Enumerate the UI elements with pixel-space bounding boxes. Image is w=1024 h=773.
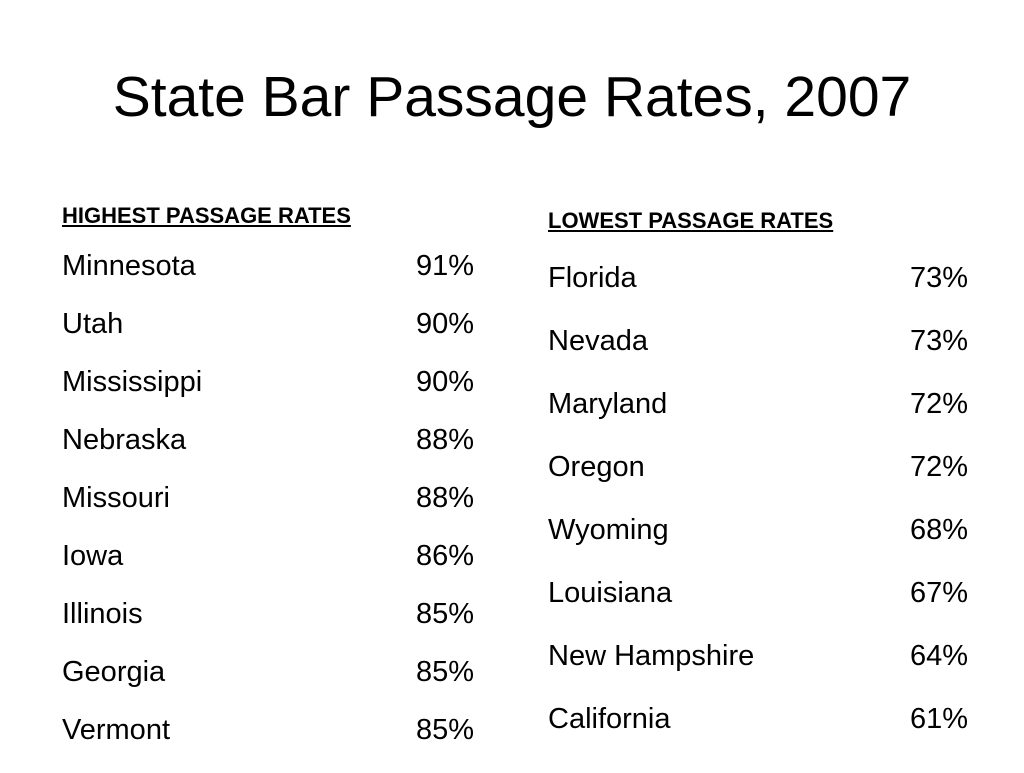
- state-name: Minnesota: [62, 250, 196, 282]
- highest-rates-heading: HIGHEST PASSAGE RATES: [62, 203, 351, 228]
- passage-rate: 85%: [415, 598, 474, 630]
- state-name: Illinois: [62, 598, 143, 630]
- passage-rate: 88%: [415, 482, 474, 514]
- passage-rate: 86%: [415, 540, 474, 572]
- list-item: Maryland 72%: [548, 389, 968, 452]
- lowest-rates-column: LOWEST PASSAGE RATES Florida 73% Nevada …: [548, 206, 968, 767]
- list-item: Minnesota 91%: [62, 251, 474, 309]
- highest-rates-list: Minnesota 91% Utah 90% Mississippi 90% N…: [62, 251, 474, 773]
- state-name: Missouri: [62, 482, 170, 514]
- passage-rate: 64%: [909, 640, 968, 672]
- passage-rate: 85%: [415, 656, 474, 688]
- passage-rate: 88%: [415, 424, 474, 456]
- state-name: Florida: [548, 262, 637, 294]
- passage-rate: 90%: [415, 366, 474, 398]
- state-name: Wyoming: [548, 514, 669, 546]
- passage-rate: 68%: [909, 514, 968, 546]
- state-name: Oregon: [548, 451, 645, 483]
- passage-rate: 73%: [909, 325, 968, 357]
- state-name: Maryland: [548, 388, 668, 420]
- passage-rate: 61%: [909, 703, 968, 735]
- passage-rate: 72%: [909, 388, 968, 420]
- list-item: Illinois 85%: [62, 599, 474, 657]
- list-item: Missouri 88%: [62, 483, 474, 541]
- list-item: Iowa 86%: [62, 541, 474, 599]
- list-item: Vermont 85%: [62, 715, 474, 773]
- list-item: Utah 90%: [62, 309, 474, 367]
- passage-rate: 85%: [415, 714, 474, 746]
- state-name: Vermont: [62, 714, 170, 746]
- highest-rates-column: HIGHEST PASSAGE RATES Minnesota 91% Utah…: [62, 201, 474, 773]
- list-item: Florida 73%: [548, 263, 968, 326]
- state-name: Louisiana: [548, 577, 673, 609]
- state-name: Georgia: [62, 656, 166, 688]
- state-name: Nevada: [548, 325, 648, 357]
- state-name: Nebraska: [62, 424, 187, 456]
- slide-title: State Bar Passage Rates, 2007: [112, 65, 912, 129]
- list-item: New Hampshire 64%: [548, 641, 968, 704]
- list-item: Wyoming 68%: [548, 515, 968, 578]
- list-item: Georgia 85%: [62, 657, 474, 715]
- passage-rate: 67%: [909, 577, 968, 609]
- state-name: Mississippi: [62, 366, 203, 398]
- list-item: Mississippi 90%: [62, 367, 474, 425]
- passage-rate: 90%: [415, 308, 474, 340]
- list-item: Nevada 73%: [548, 326, 968, 389]
- list-item: California 61%: [548, 704, 968, 767]
- lowest-rates-list: Florida 73% Nevada 73% Maryland 72% Oreg…: [548, 263, 968, 767]
- state-name: New Hampshire: [548, 640, 755, 672]
- lowest-rates-heading: LOWEST PASSAGE RATES: [548, 208, 834, 233]
- state-name: Utah: [62, 308, 124, 340]
- passage-rate: 73%: [909, 262, 968, 294]
- list-item: Nebraska 88%: [62, 425, 474, 483]
- list-item: Oregon 72%: [548, 452, 968, 515]
- passage-rate: 91%: [415, 250, 474, 282]
- state-name: California: [548, 703, 671, 735]
- state-name: Iowa: [62, 540, 124, 572]
- list-item: Louisiana 67%: [548, 578, 968, 641]
- passage-rate: 72%: [909, 451, 968, 483]
